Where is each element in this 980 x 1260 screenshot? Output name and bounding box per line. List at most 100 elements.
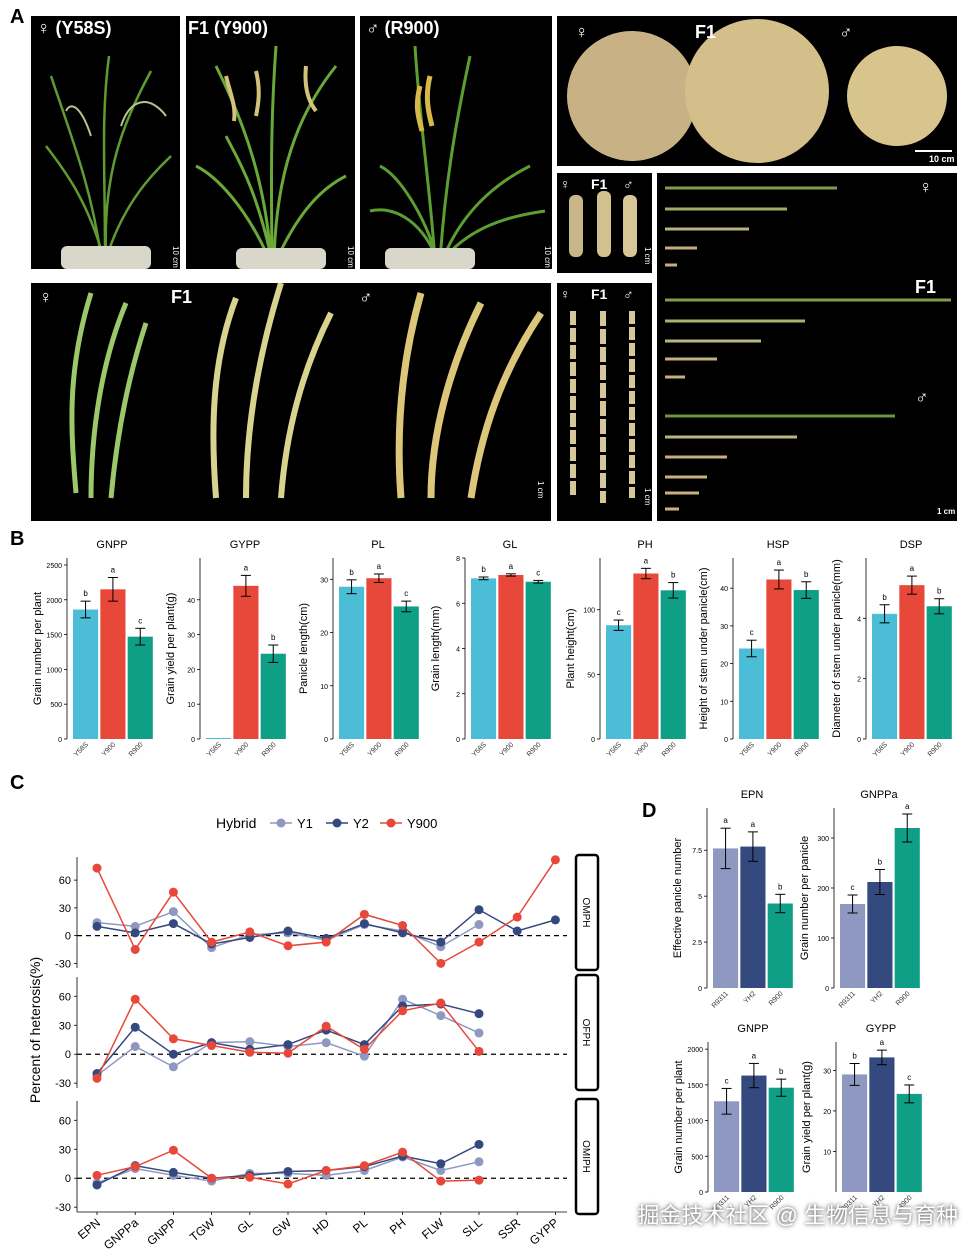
x-tick-label: R900	[794, 741, 811, 758]
data-point-Y1	[436, 1165, 446, 1175]
significance-letter: b	[852, 1051, 857, 1060]
y-tick-label: 30	[823, 1068, 831, 1075]
data-point-Y2	[283, 1040, 293, 1050]
label-female: ♀	[560, 176, 571, 192]
y-axis-label: Panicle length(cm)	[298, 603, 310, 694]
photo-grain-columns: ♀ F1 ♂ 1 cm	[557, 173, 652, 273]
bar	[894, 828, 920, 988]
bar	[899, 585, 925, 739]
y-tick-label: 0	[699, 1190, 703, 1197]
y-axis-label: Effective panicle number	[672, 838, 684, 959]
label-f1: F1	[591, 176, 608, 192]
significance-letter: a	[644, 556, 649, 565]
y-tick-label: 500	[50, 702, 62, 709]
x-tick-label: GW	[269, 1215, 294, 1239]
x-tick-label: PL	[350, 1215, 370, 1235]
data-point-Y900	[283, 941, 293, 951]
x-tick-label: Y58S	[872, 741, 889, 758]
data-point-Y900	[359, 1044, 369, 1054]
x-tick-label: Y58S	[339, 741, 356, 758]
facet-label: OMPH	[580, 898, 591, 928]
x-tick-label: YH2	[743, 990, 758, 1005]
significance-letter: b	[671, 571, 676, 580]
significance-letter: b	[804, 570, 809, 579]
bar-chart-D-GNPPa: GNPPa 0 100 200 300 Grain number per panicle c…	[799, 789, 920, 1010]
data-point-Y2	[512, 926, 522, 936]
y-tick-label: 30	[59, 1144, 71, 1156]
photo-plant-r900: ♂ (R900) 10 cm	[360, 16, 552, 269]
panel-label-d: D	[642, 800, 657, 822]
plant-y58s-illustration	[45, 55, 172, 269]
x-tick-label: R900	[261, 741, 278, 758]
label-grain-female: ♀	[575, 22, 589, 42]
y-tick-label: 6	[456, 601, 460, 608]
bar	[606, 625, 632, 739]
y-tick-label: 2.5	[692, 940, 702, 947]
data-point-Y900	[321, 937, 331, 947]
y-tick-label: 7.5	[692, 848, 702, 855]
x-tick-label: Y900	[234, 741, 251, 758]
legend: Hybrid Y1 Y2 Y900	[216, 815, 437, 831]
data-point-Y2	[130, 928, 140, 938]
data-point-Y900	[283, 1179, 293, 1189]
facet-OMPH: -30 0 30 60 OMPH	[55, 853, 600, 972]
x-tick-label: R9311	[711, 990, 730, 1009]
legend-label: Y2	[353, 816, 369, 831]
y-axis-label: Percent of heterosis(%)	[27, 957, 43, 1103]
data-point-Y900	[130, 994, 140, 1004]
series-line-Y900	[96, 997, 480, 1079]
bar	[498, 574, 524, 739]
chart-title: GL	[503, 539, 518, 551]
y-tick-label: 60	[59, 1115, 71, 1127]
bar	[869, 1057, 895, 1192]
x-tick-label: SLL	[460, 1215, 486, 1240]
y-tick-label: 2500	[46, 563, 62, 570]
data-point-Y900	[92, 1073, 102, 1083]
scale-label: 1 cm	[536, 481, 545, 499]
significance-letter: b	[271, 633, 276, 642]
x-tick-label: R900	[526, 741, 543, 758]
data-point-Y900	[130, 945, 140, 954]
y-axis-label: Height of stem under panicle(cm)	[698, 567, 710, 729]
bar-chart-B-HSP: HSP 0 10 20 30 40 Height of stem under panicle…	[698, 539, 819, 759]
bar	[840, 904, 866, 988]
data-point-Y900	[245, 1172, 255, 1182]
significance-letter: a	[244, 563, 249, 572]
bar	[206, 737, 232, 739]
bar-chart-B-GL: GL 0 2 4 6 8 Grain length(mm) b Y58S a Y900 c R900	[430, 539, 551, 759]
x-tick-label: PH	[387, 1216, 409, 1237]
y-tick-label: 1500	[46, 633, 62, 640]
photo-grain-piles: ♀ F1 ♂ 10 cm	[557, 16, 957, 166]
bar	[471, 578, 497, 739]
significance-letter: b	[878, 858, 883, 867]
y-tick-label: 2000	[46, 598, 62, 605]
y-tick-label: 1500	[687, 1083, 703, 1090]
y-tick-label: 20	[187, 667, 195, 674]
facet-strip	[574, 973, 600, 1092]
x-tick-label: GL	[234, 1215, 256, 1236]
legend-label: Y1	[297, 816, 313, 831]
y-tick-label: 500	[691, 1154, 703, 1161]
y-axis-label: Grain yield per plant(g)	[165, 593, 177, 705]
bar	[867, 882, 893, 988]
data-point-Y1	[359, 1051, 369, 1061]
y-axis-label: Plant height(cm)	[565, 608, 577, 688]
y-axis-label: Grain number per plant	[32, 592, 44, 705]
chart-title: GYPP	[230, 539, 261, 551]
data-point-Y900	[436, 998, 446, 1008]
photo-stems: ♀ F1 ♂ 1 cm	[657, 173, 957, 521]
y-tick-label: 2	[857, 677, 861, 684]
significance-letter: a	[509, 562, 514, 571]
chart-title: GNPP	[737, 1023, 768, 1035]
scale-label: 10 cm	[929, 154, 955, 164]
data-point-Y900	[474, 1175, 484, 1185]
data-point-Y2	[474, 905, 484, 915]
data-point-Y900	[245, 927, 255, 937]
data-point-Y900	[474, 937, 484, 947]
legend-marker	[276, 818, 286, 828]
panel-label-a: A	[10, 6, 25, 28]
x-tick-label: GNPP	[144, 1216, 179, 1249]
y-tick-label: 10	[320, 684, 328, 691]
y-tick-label: 50	[587, 672, 595, 679]
significance-letter: b	[349, 568, 354, 577]
